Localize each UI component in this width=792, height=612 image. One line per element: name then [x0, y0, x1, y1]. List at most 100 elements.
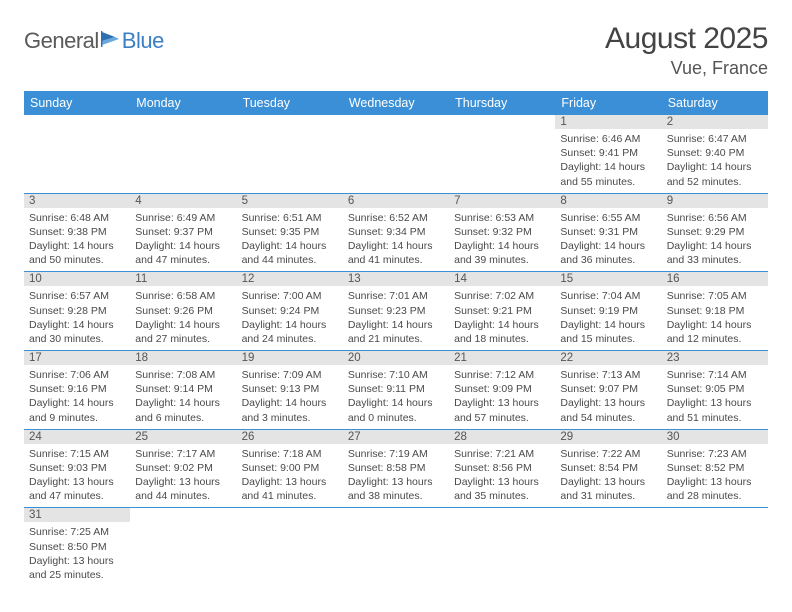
sunrise-text: Sunrise: 7:17 AM: [135, 447, 231, 461]
weekday-header-row: Sunday Monday Tuesday Wednesday Thursday…: [24, 91, 768, 115]
daylight-text: and 35 minutes.: [454, 489, 550, 503]
calendar-cell: [237, 115, 343, 193]
weekday-header: Friday: [555, 91, 661, 115]
day-details: Sunrise: 7:01 AMSunset: 9:23 PMDaylight:…: [343, 286, 449, 350]
day-details: Sunrise: 7:14 AMSunset: 9:05 PMDaylight:…: [662, 365, 768, 429]
calendar-cell: 21Sunrise: 7:12 AMSunset: 9:09 PMDayligh…: [449, 351, 555, 430]
sunrise-text: Sunrise: 7:06 AM: [29, 368, 125, 382]
day-number: 13: [343, 272, 449, 286]
brand-logo: General Blue: [24, 22, 164, 54]
day-number: 16: [662, 272, 768, 286]
sunrise-text: Sunrise: 7:05 AM: [667, 289, 763, 303]
day-details: Sunrise: 7:19 AMSunset: 8:58 PMDaylight:…: [343, 444, 449, 508]
sunset-text: Sunset: 9:35 PM: [242, 225, 338, 239]
daylight-text: Daylight: 14 hours: [348, 318, 444, 332]
sunset-text: Sunset: 9:11 PM: [348, 382, 444, 396]
calendar-cell: 9Sunrise: 6:56 AMSunset: 9:29 PMDaylight…: [662, 193, 768, 272]
daylight-text: and 51 minutes.: [667, 411, 763, 425]
daylight-text: Daylight: 14 hours: [242, 239, 338, 253]
sunset-text: Sunset: 9:02 PM: [135, 461, 231, 475]
sunrise-text: Sunrise: 7:14 AM: [667, 368, 763, 382]
day-details: Sunrise: 7:17 AMSunset: 9:02 PMDaylight:…: [130, 444, 236, 508]
daylight-text: and 27 minutes.: [135, 332, 231, 346]
calendar-cell: 22Sunrise: 7:13 AMSunset: 9:07 PMDayligh…: [555, 351, 661, 430]
daylight-text: Daylight: 14 hours: [560, 239, 656, 253]
calendar-cell: 16Sunrise: 7:05 AMSunset: 9:18 PMDayligh…: [662, 272, 768, 351]
location: Vue, France: [605, 58, 768, 79]
daylight-text: and 54 minutes.: [560, 411, 656, 425]
sunset-text: Sunset: 9:16 PM: [29, 382, 125, 396]
sunrise-text: Sunrise: 7:25 AM: [29, 525, 125, 539]
calendar-cell: 2Sunrise: 6:47 AMSunset: 9:40 PMDaylight…: [662, 115, 768, 193]
daylight-text: Daylight: 14 hours: [135, 396, 231, 410]
daylight-text: and 24 minutes.: [242, 332, 338, 346]
day-number: 18: [130, 351, 236, 365]
daylight-text: Daylight: 14 hours: [454, 318, 550, 332]
sunrise-text: Sunrise: 6:55 AM: [560, 211, 656, 225]
daylight-text: Daylight: 14 hours: [242, 396, 338, 410]
daylight-text: and 55 minutes.: [560, 175, 656, 189]
sunset-text: Sunset: 9:19 PM: [560, 304, 656, 318]
day-details: Sunrise: 7:12 AMSunset: 9:09 PMDaylight:…: [449, 365, 555, 429]
weekday-header: Tuesday: [237, 91, 343, 115]
day-number: 30: [662, 430, 768, 444]
day-details: Sunrise: 7:04 AMSunset: 9:19 PMDaylight:…: [555, 286, 661, 350]
daylight-text: and 3 minutes.: [242, 411, 338, 425]
calendar-cell: [237, 508, 343, 586]
day-details: Sunrise: 6:47 AMSunset: 9:40 PMDaylight:…: [662, 129, 768, 193]
sunset-text: Sunset: 9:29 PM: [667, 225, 763, 239]
sunrise-text: Sunrise: 6:52 AM: [348, 211, 444, 225]
calendar-row: 31Sunrise: 7:25 AMSunset: 8:50 PMDayligh…: [24, 508, 768, 586]
day-number: 4: [130, 194, 236, 208]
calendar-cell: 8Sunrise: 6:55 AMSunset: 9:31 PMDaylight…: [555, 193, 661, 272]
sunset-text: Sunset: 9:00 PM: [242, 461, 338, 475]
daylight-text: Daylight: 14 hours: [29, 318, 125, 332]
day-details: Sunrise: 6:46 AMSunset: 9:41 PMDaylight:…: [555, 129, 661, 193]
daylight-text: and 39 minutes.: [454, 253, 550, 267]
day-number: 11: [130, 272, 236, 286]
sunset-text: Sunset: 9:24 PM: [242, 304, 338, 318]
daylight-text: and 38 minutes.: [348, 489, 444, 503]
daylight-text: and 47 minutes.: [135, 253, 231, 267]
sunset-text: Sunset: 8:52 PM: [667, 461, 763, 475]
daylight-text: Daylight: 13 hours: [667, 475, 763, 489]
calendar-cell: 15Sunrise: 7:04 AMSunset: 9:19 PMDayligh…: [555, 272, 661, 351]
daylight-text: and 0 minutes.: [348, 411, 444, 425]
day-details: Sunrise: 7:06 AMSunset: 9:16 PMDaylight:…: [24, 365, 130, 429]
day-details: Sunrise: 6:55 AMSunset: 9:31 PMDaylight:…: [555, 208, 661, 272]
sunrise-text: Sunrise: 6:46 AM: [560, 132, 656, 146]
day-number: 17: [24, 351, 130, 365]
day-number: 10: [24, 272, 130, 286]
calendar-cell: 28Sunrise: 7:21 AMSunset: 8:56 PMDayligh…: [449, 429, 555, 508]
sunrise-text: Sunrise: 7:13 AM: [560, 368, 656, 382]
day-number: 2: [662, 115, 768, 129]
brand-general: General: [24, 28, 99, 54]
calendar-row: 3Sunrise: 6:48 AMSunset: 9:38 PMDaylight…: [24, 193, 768, 272]
day-details: Sunrise: 7:08 AMSunset: 9:14 PMDaylight:…: [130, 365, 236, 429]
sunset-text: Sunset: 8:58 PM: [348, 461, 444, 475]
sunset-text: Sunset: 9:37 PM: [135, 225, 231, 239]
sunset-text: Sunset: 9:28 PM: [29, 304, 125, 318]
title-block: August 2025 Vue, France: [605, 22, 768, 79]
day-number: 15: [555, 272, 661, 286]
calendar-row: 1Sunrise: 6:46 AMSunset: 9:41 PMDaylight…: [24, 115, 768, 193]
calendar-cell: 31Sunrise: 7:25 AMSunset: 8:50 PMDayligh…: [24, 508, 130, 586]
daylight-text: and 25 minutes.: [29, 568, 125, 582]
daylight-text: Daylight: 14 hours: [135, 239, 231, 253]
weekday-header: Monday: [130, 91, 236, 115]
day-number: 22: [555, 351, 661, 365]
day-details: Sunrise: 6:51 AMSunset: 9:35 PMDaylight:…: [237, 208, 343, 272]
calendar-cell: [449, 115, 555, 193]
daylight-text: Daylight: 14 hours: [348, 239, 444, 253]
calendar-cell: [343, 508, 449, 586]
sunrise-text: Sunrise: 7:19 AM: [348, 447, 444, 461]
sunset-text: Sunset: 9:14 PM: [135, 382, 231, 396]
daylight-text: and 9 minutes.: [29, 411, 125, 425]
header: General Blue August 2025 Vue, France: [24, 22, 768, 79]
calendar-row: 10Sunrise: 6:57 AMSunset: 9:28 PMDayligh…: [24, 272, 768, 351]
sunset-text: Sunset: 9:05 PM: [667, 382, 763, 396]
daylight-text: and 57 minutes.: [454, 411, 550, 425]
daylight-text: and 50 minutes.: [29, 253, 125, 267]
day-details: Sunrise: 7:10 AMSunset: 9:11 PMDaylight:…: [343, 365, 449, 429]
sunset-text: Sunset: 9:34 PM: [348, 225, 444, 239]
